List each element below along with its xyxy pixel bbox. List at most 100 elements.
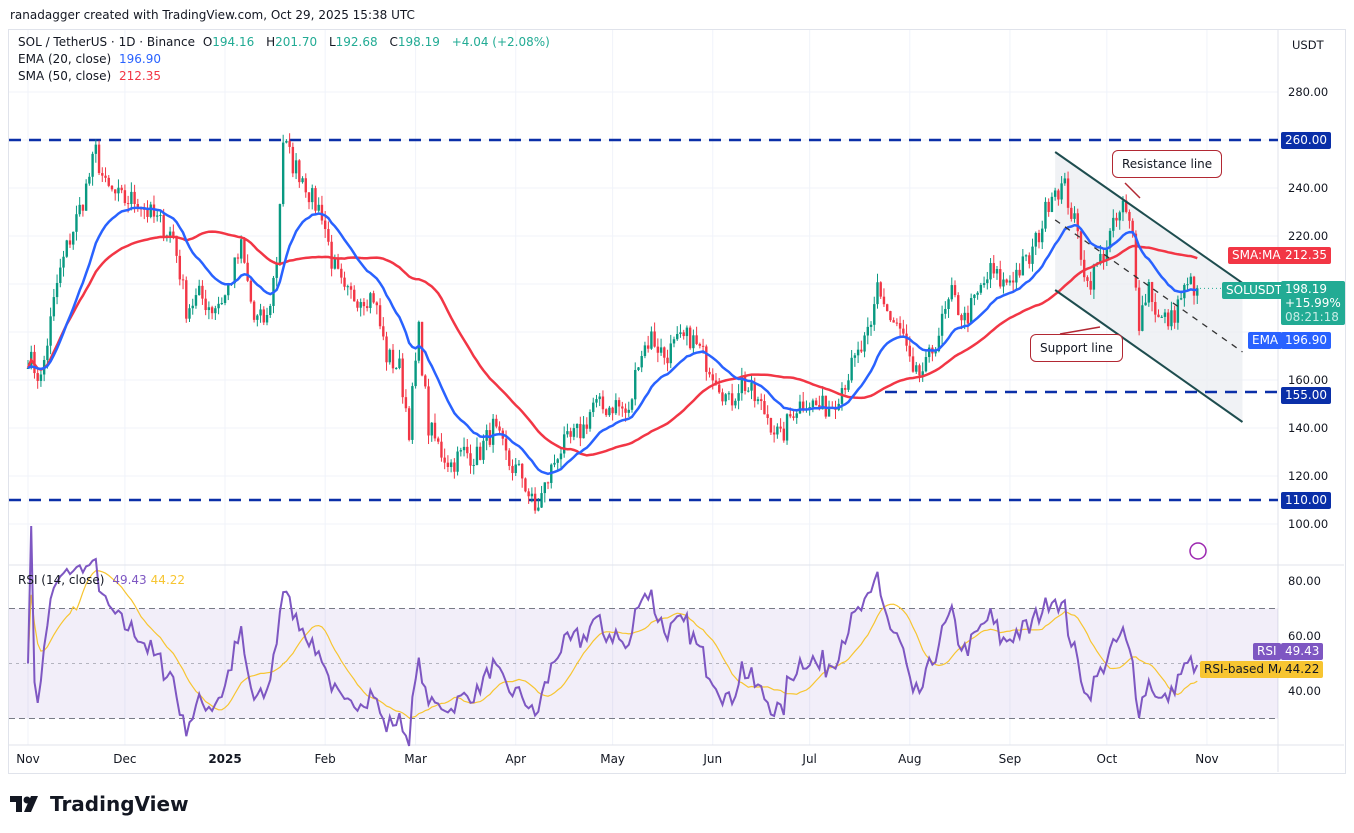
candle-body — [437, 438, 440, 442]
candle-body — [1131, 220, 1134, 234]
candle-body — [236, 257, 240, 259]
candle-body — [973, 294, 976, 299]
candle-body — [1079, 231, 1083, 260]
candle-body — [885, 304, 889, 312]
x-tick-label: Jun — [702, 752, 722, 766]
candle-body — [520, 463, 524, 479]
candle-body — [449, 462, 453, 467]
candle-body — [1057, 190, 1060, 200]
candle-body — [210, 307, 214, 314]
candle-body — [1115, 217, 1118, 221]
candle-body — [97, 144, 101, 174]
x-tick-label: Jul — [801, 752, 816, 766]
candle-body — [46, 345, 49, 361]
currency-label[interactable]: USDT — [1292, 38, 1324, 52]
candle-body — [1166, 312, 1170, 327]
candle-body — [26, 367, 30, 369]
candle-body — [120, 187, 123, 191]
candle-body — [443, 457, 446, 463]
rsi-ma-name-tag: RSI-based MA — [1200, 661, 1291, 678]
candle-body — [346, 286, 349, 288]
price-tag: 198.19 +15.99% 08:21:18 — [1281, 281, 1345, 325]
candle-body — [359, 302, 362, 308]
candle-body — [856, 349, 860, 356]
tradingview-logo-icon — [10, 796, 38, 812]
candle-body — [640, 356, 643, 368]
candle-body — [730, 393, 734, 406]
rsi-legend: RSI (14, close) 49.43 44.22 — [18, 573, 189, 587]
candle-body — [475, 446, 479, 465]
candle-body — [579, 423, 582, 439]
candle-body — [511, 465, 514, 474]
candle-body — [94, 144, 98, 154]
candle-body — [785, 414, 789, 441]
candle-body — [999, 269, 1002, 287]
candle-body — [249, 280, 253, 302]
symbol-name: SOL / TetherUS · 1D · Binance — [18, 35, 195, 49]
candle-body — [905, 333, 908, 346]
candle-body — [540, 493, 543, 508]
candle-body — [1128, 211, 1131, 221]
candle-body — [957, 295, 960, 316]
candle-body — [672, 339, 676, 344]
candle-body — [472, 464, 475, 466]
candle-body — [65, 240, 68, 257]
open-label: O — [202, 35, 213, 49]
candle-body — [927, 347, 931, 358]
candle-body — [204, 298, 207, 311]
candle-body — [130, 191, 133, 204]
candle-body — [1099, 253, 1102, 264]
x-tick-label: May — [600, 752, 625, 766]
ema-legend: EMA (20, close) 196.90 — [18, 52, 165, 66]
price-tick-label: 220.00 — [1288, 229, 1328, 243]
candle-body — [110, 185, 114, 190]
candle-body — [782, 428, 786, 441]
candle-body — [847, 380, 850, 390]
low-label: L — [328, 35, 336, 49]
candle-body — [663, 347, 666, 358]
candle-body — [1015, 269, 1018, 283]
x-tick-label: Dec — [113, 752, 136, 766]
sma-label: SMA (50, close) — [18, 69, 112, 83]
candle-body — [553, 462, 556, 465]
candle-body — [353, 289, 356, 302]
price-tick-label: 100.00 — [1288, 517, 1328, 531]
candle-body — [814, 400, 818, 406]
candle-body — [637, 367, 640, 370]
candle-body — [262, 309, 265, 323]
candle-body — [1137, 287, 1141, 331]
candle-body — [482, 440, 485, 460]
candle-body — [656, 346, 660, 353]
candle-body — [307, 192, 311, 203]
candle-body — [430, 422, 433, 436]
candle-body — [62, 256, 65, 268]
candle-body — [1041, 228, 1044, 243]
candle-body — [718, 384, 721, 393]
candle-body — [462, 446, 466, 451]
candle-body — [737, 393, 740, 401]
candle-body — [101, 173, 104, 176]
candle-body — [592, 402, 595, 413]
candle-body — [982, 283, 986, 285]
candle-body — [879, 282, 882, 297]
candle-body — [821, 395, 824, 410]
candle-body — [52, 297, 56, 317]
candle-body — [311, 188, 314, 203]
candle-body — [162, 214, 165, 238]
candle-body — [453, 462, 456, 472]
candle-body — [84, 183, 88, 211]
tradingview-logo[interactable]: TradingView — [10, 792, 189, 816]
candle-body — [1160, 316, 1163, 318]
candle-body — [185, 280, 188, 319]
candle-body — [760, 399, 763, 402]
candle-body — [252, 301, 256, 320]
candle-body — [569, 431, 572, 437]
candle-body — [456, 451, 459, 472]
ema-20-line — [27, 206, 1198, 476]
candle-body — [178, 255, 182, 280]
candle-body — [601, 396, 605, 410]
candle-body — [769, 418, 773, 433]
change-value: +4.04 (+2.08%) — [451, 35, 550, 49]
